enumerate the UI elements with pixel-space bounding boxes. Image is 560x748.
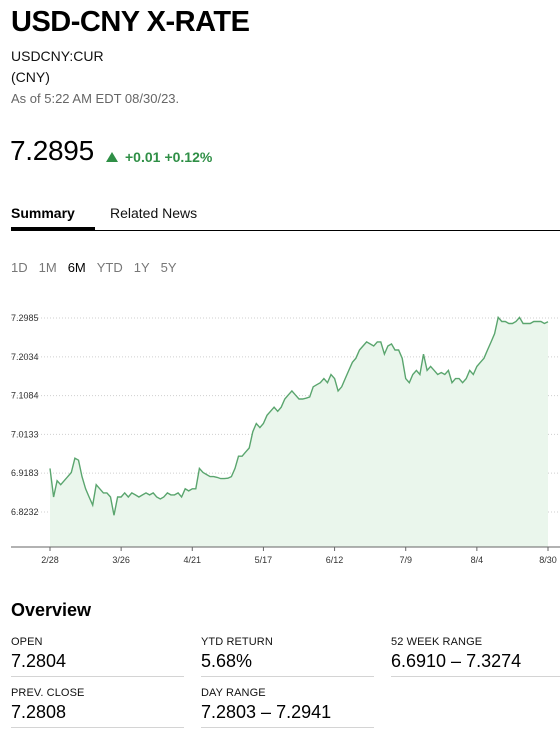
ticker-symbol: USDCNY:CUR [11,48,104,64]
range-6m[interactable]: 6M [67,260,86,275]
chart-price-line [49,315,549,516]
x-tick-label: 5/17 [255,555,273,565]
range-ytd[interactable]: YTD [96,260,123,275]
divider [201,727,374,728]
active-tab-indicator [11,227,95,230]
y-tick-label: 7.2034 [11,352,39,362]
tab-related-news[interactable]: Related News [110,205,198,221]
overview-heading: Overview [11,600,92,620]
change-percent: +0.12% [164,149,213,165]
stat-value: 6.6910 – 7.3274 [391,651,522,671]
page-title: USD-CNY X-RATE [11,6,250,38]
y-tick-label: 7.1084 [11,391,39,401]
divider [11,727,184,728]
as-of-timestamp: As of 5:22 AM EDT 08/30/23. [11,91,180,106]
stat-ytd-return: YTD RETURN 5.68% [201,636,374,677]
stat-label: OPEN [11,636,43,648]
time-range-selector: 1D 1M 6M YTD 1Y 5Y [11,260,177,275]
x-tick-label: 2/28 [41,555,59,565]
stat-day-range: DAY RANGE 7.2803 – 7.2941 [201,687,374,728]
stat-label: DAY RANGE [201,687,266,699]
x-tick-label: 8/4 [471,555,484,565]
stat-open: OPEN 7.2804 [11,636,184,677]
change-value: +0.01 [125,149,161,165]
stat-value: 7.2803 – 7.2941 [201,702,332,722]
x-tick-label: 6/12 [326,555,344,565]
range-1d[interactable]: 1D [11,260,28,275]
y-tick-label: 7.0133 [11,429,39,439]
stat-value: 7.2804 [11,651,67,671]
price-change: +0.01 +0.12% [106,149,212,165]
divider [11,676,184,677]
stat-label: YTD RETURN [201,636,273,648]
divider [391,676,560,677]
range-5y[interactable]: 5Y [160,260,177,275]
currency-label: (CNY) [11,69,50,85]
x-tick-label: 7/9 [399,555,412,565]
stat-label: 52 WEEK RANGE [391,636,483,648]
tab-bar: Summary Related News [11,200,560,231]
x-tick-label: 4/21 [184,555,202,565]
y-tick-label: 7.2985 [11,313,39,323]
stat-prev-close: PREV. CLOSE 7.2808 [11,687,184,728]
range-1m[interactable]: 1M [38,260,57,275]
stat-value: 7.2808 [11,702,67,722]
x-tick-label: 3/26 [112,555,130,565]
y-tick-label: 6.8232 [11,507,39,517]
up-arrow-icon [106,151,118,162]
current-price: 7.2895 [10,135,94,166]
divider [201,676,374,677]
y-tick-label: 6.9183 [11,468,39,478]
range-1y[interactable]: 1Y [133,260,150,275]
x-tick-label: 8/30 [539,555,557,565]
stat-value: 5.68% [201,651,253,671]
stat-label: PREV. CLOSE [11,687,85,699]
tab-summary[interactable]: Summary [11,205,75,221]
stat-52-week-range: 52 WEEK RANGE 6.6910 – 7.3274 [391,636,560,677]
chart-area-fill [50,317,548,547]
price-chart[interactable]: 7.2985 7.2034 7.1084 7.0133 6.9183 6.8232 2/2… [0,300,560,570]
